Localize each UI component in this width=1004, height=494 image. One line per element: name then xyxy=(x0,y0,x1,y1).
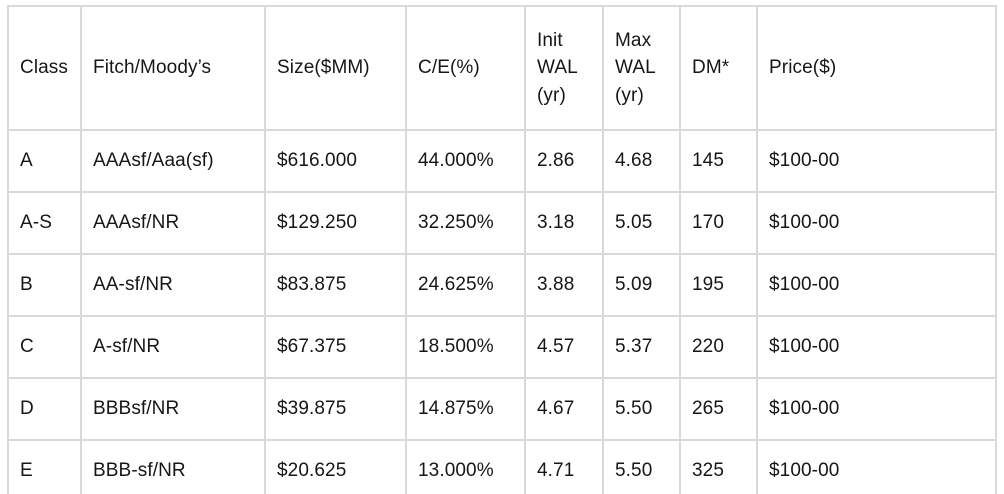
cell-price: $100-00 xyxy=(756,377,997,441)
cell-class: C xyxy=(7,315,82,379)
cell-dm: 220 xyxy=(679,315,758,379)
column-header-rating: Fitch/Moody’s xyxy=(80,5,266,131)
cell-max-wal: 5.37 xyxy=(602,315,681,379)
cell-ce: 13.000% xyxy=(405,439,526,494)
table-row-class-a-s: A-S AAAsf/NR $129.250 32.250% 3.18 5.05 170 $10… xyxy=(7,191,997,255)
cell-price: $100-00 xyxy=(756,191,997,255)
cell-rating: BBBsf/NR xyxy=(80,377,266,441)
cell-price: $100-00 xyxy=(756,129,997,193)
cell-init-wal: 4.71 xyxy=(524,439,604,494)
cell-max-wal: 5.09 xyxy=(602,253,681,317)
header-row: Class Fitch/Moody’s Size($MM) C/E(%) Init WA… xyxy=(7,5,997,131)
cell-class: A-S xyxy=(7,191,82,255)
table-row-class-a: A AAAsf/Aaa(sf) $616.000 44.000% 2.86 4.68 145… xyxy=(7,129,997,193)
cell-size: $129.250 xyxy=(264,191,407,255)
cell-rating: A-sf/NR xyxy=(80,315,266,379)
cell-init-wal: 3.18 xyxy=(524,191,604,255)
table-row-class-b: B AA-sf/NR $83.875 24.625% 3.88 5.09 195 $100-0… xyxy=(7,253,997,317)
cell-max-wal: 4.68 xyxy=(602,129,681,193)
column-header-class: Class xyxy=(7,5,82,131)
cell-rating: AA-sf/NR xyxy=(80,253,266,317)
cell-class: B xyxy=(7,253,82,317)
cell-dm: 170 xyxy=(679,191,758,255)
cell-size: $20.625 xyxy=(264,439,407,494)
cell-price: $100-00 xyxy=(756,315,997,379)
cell-class: D xyxy=(7,377,82,441)
column-header-size: Size($MM) xyxy=(264,5,407,131)
cell-dm: 325 xyxy=(679,439,758,494)
bond-pricing-table: Class Fitch/Moody’s Size($MM) C/E(%) Init WA… xyxy=(7,5,997,494)
table-body: A AAAsf/Aaa(sf) $616.000 44.000% 2.86 4.68 145… xyxy=(7,129,997,494)
cell-ce: 24.625% xyxy=(405,253,526,317)
cell-size: $83.875 xyxy=(264,253,407,317)
table-row-class-e: E BBB-sf/NR $20.625 13.000% 4.71 5.50 325 $100-… xyxy=(7,439,997,494)
column-header-ce: C/E(%) xyxy=(405,5,526,131)
cell-rating: AAAsf/Aaa(sf) xyxy=(80,129,266,193)
cell-ce: 18.500% xyxy=(405,315,526,379)
column-header-max-wal: Max WAL (yr) xyxy=(602,5,681,131)
cell-size: $39.875 xyxy=(264,377,407,441)
column-header-dm: DM* xyxy=(679,5,758,131)
cell-size: $616.000 xyxy=(264,129,407,193)
cell-class: E xyxy=(7,439,82,494)
cell-rating: BBB-sf/NR xyxy=(80,439,266,494)
cell-price: $100-00 xyxy=(756,253,997,317)
cell-price: $100-00 xyxy=(756,439,997,494)
cell-init-wal: 2.86 xyxy=(524,129,604,193)
cell-dm: 265 xyxy=(679,377,758,441)
cell-max-wal: 5.50 xyxy=(602,439,681,494)
column-header-price: Price($) xyxy=(756,5,997,131)
cell-dm: 195 xyxy=(679,253,758,317)
cell-max-wal: 5.50 xyxy=(602,377,681,441)
cell-ce: 14.875% xyxy=(405,377,526,441)
cell-init-wal: 4.67 xyxy=(524,377,604,441)
cell-max-wal: 5.05 xyxy=(602,191,681,255)
cell-size: $67.375 xyxy=(264,315,407,379)
cell-init-wal: 3.88 xyxy=(524,253,604,317)
table-row-class-c: C A-sf/NR $67.375 18.500% 4.57 5.37 220 $100-00 xyxy=(7,315,997,379)
table-row-class-d: D BBBsf/NR $39.875 14.875% 4.67 5.50 265 $100-0… xyxy=(7,377,997,441)
cell-rating: AAAsf/NR xyxy=(80,191,266,255)
column-header-init-wal: Init WAL (yr) xyxy=(524,5,604,131)
cell-init-wal: 4.57 xyxy=(524,315,604,379)
cell-ce: 32.250% xyxy=(405,191,526,255)
cell-dm: 145 xyxy=(679,129,758,193)
cell-ce: 44.000% xyxy=(405,129,526,193)
cell-class: A xyxy=(7,129,82,193)
